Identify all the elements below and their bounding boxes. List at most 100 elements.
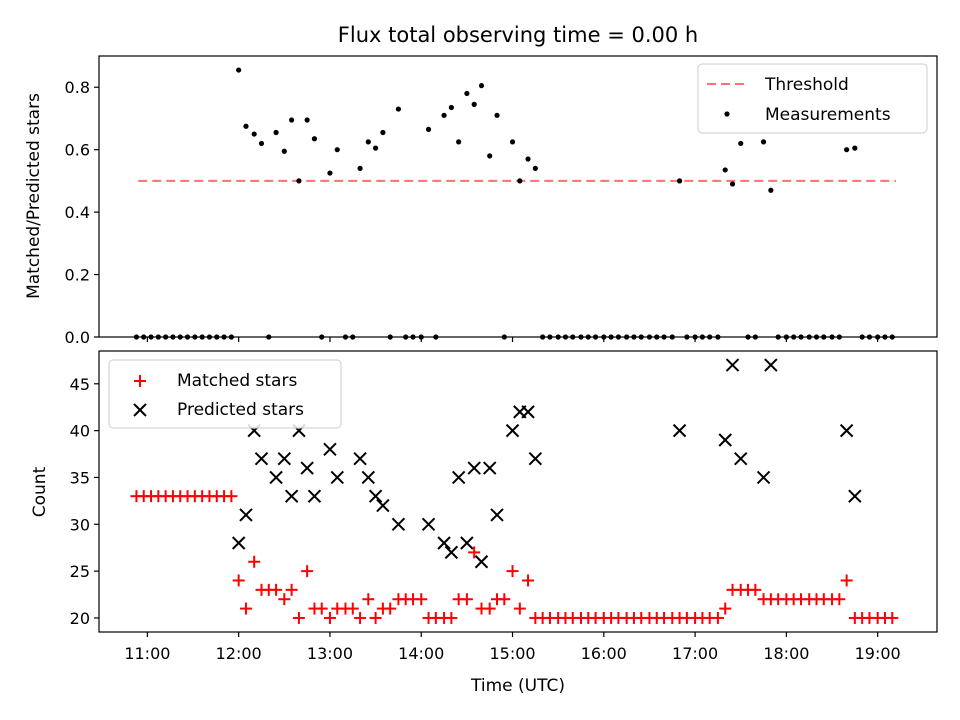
chart-title: Flux total observing time = 0.00 h xyxy=(338,23,698,47)
measurement-point xyxy=(243,123,249,129)
bottom-xtick-label-0: 11:00 xyxy=(124,644,170,663)
measurement-point xyxy=(448,104,454,111)
matched-point xyxy=(248,555,261,568)
predicted-point xyxy=(482,461,497,475)
measurement-point xyxy=(532,165,538,171)
measurement-point xyxy=(296,178,302,184)
measurement-point xyxy=(464,90,470,97)
bottom-axes-frame xyxy=(98,350,938,633)
matched-point xyxy=(445,611,458,624)
predicted-point xyxy=(368,489,383,503)
top-legend-box xyxy=(697,63,928,134)
top-ytick-label-2: 0.4 xyxy=(65,203,90,222)
measurement-point xyxy=(844,147,850,153)
bottom-legend: Matched stars Predicted stars xyxy=(108,359,342,429)
predicted-point xyxy=(353,452,367,466)
matched-point xyxy=(522,574,535,587)
bottom-xtick-label-5: 16:00 xyxy=(581,644,627,663)
predicted-point xyxy=(330,470,344,485)
bottom-ytick-label-1: 25 xyxy=(70,562,90,581)
matched-point xyxy=(354,611,367,624)
matched-point xyxy=(886,611,899,624)
legend-predicted-label: Predicted stars xyxy=(177,400,304,420)
top-ytick-label-4: 0.8 xyxy=(65,78,90,97)
predicted-point xyxy=(756,470,771,485)
matched-point xyxy=(270,583,283,596)
matched-point xyxy=(232,574,245,587)
measurement-point xyxy=(478,83,485,89)
measurement-point xyxy=(281,148,287,154)
bottom-ytick-label-3: 35 xyxy=(70,468,90,487)
legend-threshold-label: Threshold xyxy=(764,75,849,95)
measurement-point xyxy=(357,165,363,171)
measurement-point xyxy=(525,156,531,162)
predicted-point xyxy=(444,545,459,560)
predicted-point xyxy=(505,423,520,438)
measurement-point xyxy=(676,178,683,184)
measurement-point xyxy=(311,136,318,142)
predicted-point xyxy=(231,536,246,550)
predicted-point xyxy=(490,508,504,522)
legend-matched-swatch xyxy=(134,375,146,387)
predicted-point xyxy=(725,358,740,372)
matched-point xyxy=(362,593,375,606)
matched-point xyxy=(468,546,481,559)
matched-point xyxy=(460,593,473,606)
matched-point xyxy=(278,593,291,606)
measurement-point xyxy=(441,112,447,118)
top-ytick-label-0: 0.0 xyxy=(65,328,90,347)
bottom-xlabel: Time (UTC) xyxy=(470,676,565,696)
bottom-xtick-label-8: 19:00 xyxy=(855,644,901,663)
predicted-point xyxy=(300,461,314,475)
bottom-ytick-label-5: 45 xyxy=(70,375,90,394)
measurement-point xyxy=(738,140,744,147)
bottom-ticks: 20 25 30 35 40 45 11:00 12:00 13:00 14:00 15:00 16:… xyxy=(70,375,901,663)
bottom-xtick-label-1: 12:00 xyxy=(216,644,262,663)
measurement-point xyxy=(760,139,767,145)
matched-point xyxy=(840,574,853,587)
bottom-ytick-label-4: 40 xyxy=(70,422,90,441)
matched-point xyxy=(369,611,382,624)
predicted-point xyxy=(764,358,778,372)
measurement-point xyxy=(487,153,493,159)
matched-point xyxy=(719,602,732,615)
predicted-point xyxy=(460,536,474,550)
predicted-point xyxy=(839,423,854,438)
measurement-point xyxy=(273,129,279,136)
matched-point xyxy=(225,490,238,503)
predicted-point xyxy=(307,489,322,503)
bottom-ylabel: Count xyxy=(30,466,50,517)
measurement-point xyxy=(471,101,477,107)
legend-matched-label: Matched stars xyxy=(177,371,297,391)
matched-point xyxy=(749,583,762,596)
predicted-point xyxy=(421,517,436,531)
counts-series xyxy=(130,358,899,624)
predicted-point xyxy=(521,405,535,419)
measurement-point xyxy=(304,117,310,123)
matched-point xyxy=(346,602,359,615)
predicted-point xyxy=(672,423,687,438)
matched-point xyxy=(506,565,519,578)
matched-point xyxy=(315,602,328,615)
bottom-xtick-label-2: 13:00 xyxy=(307,644,353,663)
top-ytick-label-1: 0.2 xyxy=(65,266,90,285)
predicted-point xyxy=(269,470,283,485)
bottom-ytick-label-0: 20 xyxy=(70,609,90,628)
matched-point xyxy=(301,565,314,578)
predicted-point xyxy=(718,433,732,447)
measurement-point xyxy=(722,167,728,173)
predicted-point xyxy=(277,452,292,466)
bottom-xtick-label-6: 17:00 xyxy=(672,644,718,663)
matched-point xyxy=(292,611,305,624)
matched-point xyxy=(483,602,496,615)
measurement-point xyxy=(372,145,379,151)
measurement-point xyxy=(494,112,500,118)
predicted-point xyxy=(361,470,375,485)
legend-measurements-label: Measurements xyxy=(765,105,891,125)
predicted-point xyxy=(528,452,543,466)
matched-point xyxy=(323,611,336,624)
predicted-point xyxy=(734,452,748,466)
predicted-point xyxy=(323,442,337,457)
measurement-point xyxy=(768,187,774,193)
